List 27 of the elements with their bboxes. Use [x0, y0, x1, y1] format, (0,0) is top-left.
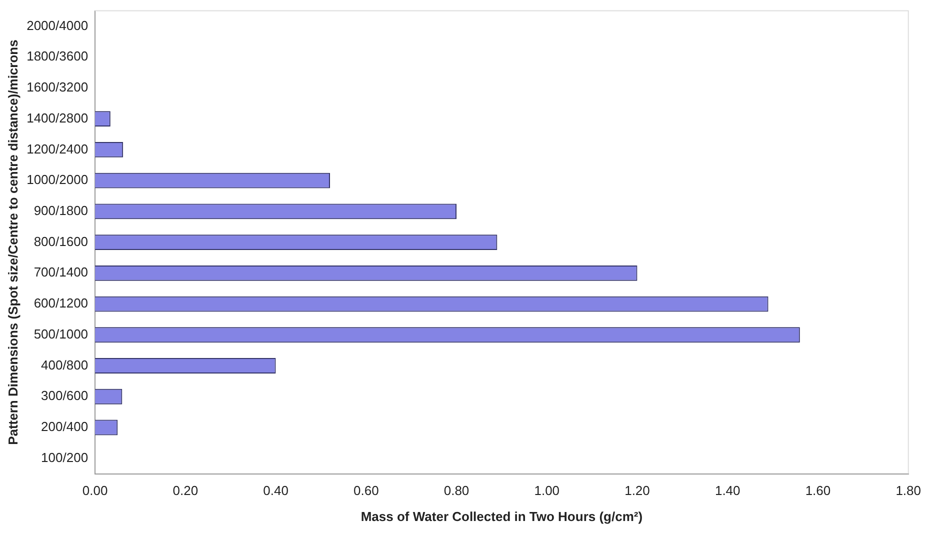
x-tick-label: 1.40	[714, 483, 740, 498]
y-tick-label: 1200/2400	[26, 141, 88, 156]
x-tick-label: 0.80	[444, 483, 470, 498]
y-tick-label: 400/800	[41, 357, 88, 372]
y-tick-label: 700/1400	[34, 264, 88, 280]
x-tick-label: 0.60	[353, 483, 379, 498]
y-tick-label: 1600/3200	[26, 80, 88, 95]
y-tick-label: 200/400	[41, 419, 88, 434]
y-tick-label: 900/1800	[34, 203, 88, 218]
y-tick-label: 500/1000	[34, 326, 88, 342]
x-tick-label: 1.00	[534, 483, 560, 498]
y-tick-label: 1800/3600	[26, 48, 88, 64]
x-tick-label: 0.40	[263, 483, 288, 498]
x-axis-title: Mass of Water Collected in Two Hours (g/cm²)	[360, 508, 643, 524]
y-tick-label: 2000/4000	[26, 18, 88, 33]
y-tick-label: 800/1600	[34, 234, 88, 249]
y-tick-label: 100/200	[41, 450, 88, 465]
y-axis-title: Pattern Dimensions (Spot size/Centre to centre distance)/microns	[5, 40, 20, 445]
y-tick-label: 1400/2800	[26, 110, 88, 126]
x-tick-label: 1.80	[896, 483, 922, 498]
y-tick-label: 1000/2000	[26, 172, 88, 188]
x-tick-label: 0.00	[82, 483, 108, 498]
x-tick-label: 1.60	[805, 483, 831, 498]
x-tick-label: 1.20	[624, 483, 650, 498]
y-tick-label: 600/1200	[34, 296, 88, 311]
x-tick-label: 0.20	[172, 483, 198, 498]
y-tick-label: 300/600	[41, 388, 88, 404]
